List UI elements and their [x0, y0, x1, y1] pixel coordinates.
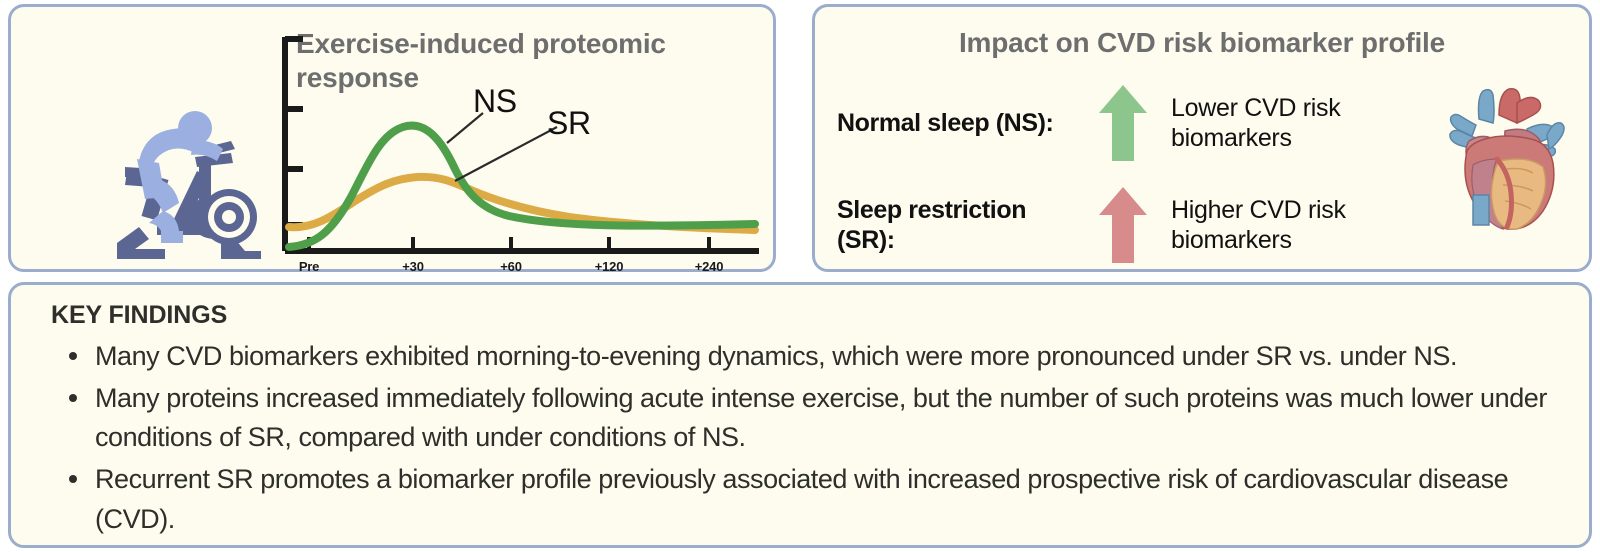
key-finding-text: Many CVD biomarkers exhibited morning-to…	[95, 341, 1458, 371]
normal-sleep-arrow-cell	[1075, 83, 1171, 163]
bullet-dot-icon	[69, 352, 77, 360]
key-finding-item: Many proteins increased immediately foll…	[69, 379, 1565, 457]
key-finding-item: Recurrent SR promotes a biomarker profil…	[69, 460, 1565, 538]
x-tick-label-pre: Pre	[298, 259, 320, 274]
key-finding-text: Many proteins increased immediately foll…	[95, 383, 1547, 453]
exercise-panel-title: Exercise-induced proteomic response	[296, 28, 666, 94]
sleep-restriction-outcome-label: Higher CVD risk biomarkers	[1171, 195, 1346, 255]
arrow-up-icon	[1099, 187, 1147, 263]
x-tick-label-60: +60	[500, 259, 522, 274]
ns-series-label: NS	[473, 83, 517, 119]
key-findings-list: Many CVD biomarkers exhibited morning-to…	[55, 337, 1565, 542]
anatomical-heart-icon	[1449, 87, 1565, 230]
exercise-response-panel: Exercise-induced proteomic response	[8, 4, 776, 274]
sr-series-label: SR	[547, 105, 591, 141]
normal-sleep-outcome-label: Lower CVD risk biomarkers	[1171, 93, 1341, 153]
x-tick-label-30: +30	[402, 259, 424, 274]
sleep-restriction-condition-label: Sleep restriction (SR):	[837, 196, 1027, 254]
arrow-up-icon	[1099, 85, 1147, 161]
impact-row-sleep-restriction: Sleep restriction (SR): Higher CVD risk …	[837, 185, 1437, 265]
sleep-restriction-arrow-cell	[1075, 185, 1171, 265]
bullet-dot-icon	[69, 394, 77, 403]
impact-row-normal-sleep: Normal sleep (NS): Lower CVD risk biomar…	[837, 83, 1437, 163]
x-tick-label-240: +240	[694, 259, 724, 274]
proteomic-response-chart	[282, 36, 759, 254]
normal-sleep-condition-label: Normal sleep (NS):	[837, 109, 1054, 137]
impact-panel-title: Impact on CVD risk biomarker profile	[958, 27, 1446, 58]
stationary-bike-cyclist-icon	[117, 111, 261, 259]
x-tick-label-120: +120	[594, 259, 624, 274]
cvd-impact-panel: Impact on CVD risk biomarker profile Nor…	[812, 4, 1592, 272]
key-findings-panel: KEY FINDINGS Many CVD biomarkers exhibit…	[8, 282, 1592, 548]
key-findings-heading: KEY FINDINGS	[51, 301, 228, 329]
bullet-dot-icon	[69, 475, 77, 484]
key-finding-item: Many CVD biomarkers exhibited morning-to…	[69, 337, 1565, 376]
key-finding-text: Recurrent SR promotes a biomarker profil…	[95, 464, 1509, 534]
